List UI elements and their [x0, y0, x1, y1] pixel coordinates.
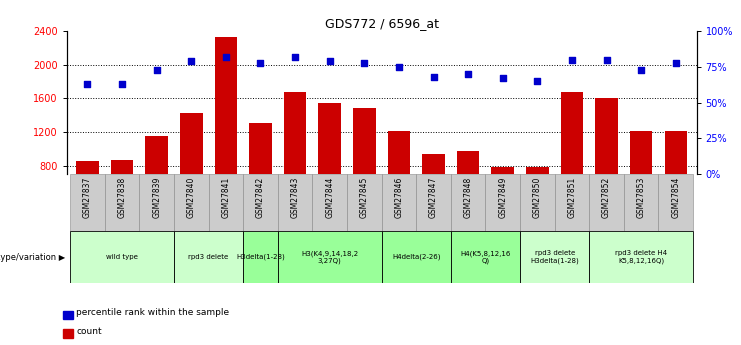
Text: rpd3 delete: rpd3 delete [188, 254, 229, 260]
Point [185, 58, 197, 64]
Bar [249, 123, 272, 233]
Text: GSM27854: GSM27854 [671, 177, 680, 218]
Text: GSM27842: GSM27842 [256, 177, 265, 218]
Text: GSM27850: GSM27850 [533, 177, 542, 218]
Bar [139, 174, 174, 231]
Point [531, 78, 543, 84]
Text: H4delta(2-26): H4delta(2-26) [392, 254, 440, 260]
Point [566, 57, 578, 62]
Bar [630, 131, 652, 233]
Point [496, 76, 508, 81]
Text: H4(K5,8,12,16
Q): H4(K5,8,12,16 Q) [460, 250, 511, 264]
Point [289, 54, 301, 60]
Text: GSM27851: GSM27851 [568, 177, 576, 218]
Bar [319, 102, 341, 233]
Bar [520, 174, 555, 231]
Text: GSM27837: GSM27837 [83, 177, 92, 218]
Point [255, 60, 267, 65]
Bar [589, 174, 624, 231]
Bar [278, 174, 313, 231]
Point [462, 71, 474, 77]
Text: GSM27852: GSM27852 [602, 177, 611, 218]
Point [635, 67, 647, 72]
Point [670, 60, 682, 65]
Bar [353, 108, 376, 233]
Text: genotype/variation ▶: genotype/variation ▶ [0, 253, 65, 262]
Text: GSM27844: GSM27844 [325, 177, 334, 218]
Bar [284, 92, 306, 233]
Bar [382, 174, 416, 231]
Text: count: count [76, 327, 102, 336]
Bar [624, 174, 659, 231]
Bar [491, 167, 514, 233]
Bar [76, 161, 99, 233]
Bar [451, 174, 485, 231]
Text: H3delta(1-28): H3delta(1-28) [236, 254, 285, 260]
Bar [347, 174, 382, 231]
Text: GSM27839: GSM27839 [152, 177, 162, 218]
Bar [485, 174, 520, 231]
Title: GDS772 / 6596_at: GDS772 / 6596_at [325, 17, 439, 30]
Text: rpd3 delete H4
K5,8,12,16Q): rpd3 delete H4 K5,8,12,16Q) [615, 250, 667, 264]
Point [82, 81, 93, 87]
Text: GSM27849: GSM27849 [498, 177, 508, 218]
Bar [595, 98, 618, 233]
Bar [388, 131, 411, 233]
Point [428, 74, 439, 80]
Point [150, 67, 162, 72]
Text: GSM27838: GSM27838 [118, 177, 127, 218]
Point [601, 57, 613, 62]
Text: GSM27853: GSM27853 [637, 177, 645, 218]
Bar [70, 174, 104, 231]
Text: H3(K4,9,14,18,2
3,27Q): H3(K4,9,14,18,2 3,27Q) [301, 250, 358, 264]
Text: GSM27847: GSM27847 [429, 177, 438, 218]
Bar [451, 231, 520, 283]
Bar [665, 131, 687, 233]
Bar [70, 231, 174, 283]
Bar [208, 174, 243, 231]
Bar [520, 231, 589, 283]
Text: GSM27843: GSM27843 [290, 177, 299, 218]
Bar [457, 150, 479, 233]
Text: rpd3 delete
H3delta(1-28): rpd3 delete H3delta(1-28) [531, 250, 579, 264]
Bar [659, 174, 693, 231]
Bar [382, 231, 451, 283]
Bar [313, 174, 347, 231]
Text: GSM27845: GSM27845 [360, 177, 369, 218]
Text: GSM27846: GSM27846 [394, 177, 403, 218]
Point [324, 58, 336, 64]
Bar [215, 37, 237, 233]
Bar [145, 136, 168, 233]
Bar [589, 231, 693, 283]
Point [359, 60, 370, 65]
Bar [243, 174, 278, 231]
Text: percentile rank within the sample: percentile rank within the sample [76, 308, 230, 317]
Bar [180, 113, 202, 233]
Point [116, 81, 128, 87]
Bar [111, 160, 133, 233]
Bar [422, 154, 445, 233]
Text: wild type: wild type [106, 254, 138, 260]
Bar [416, 174, 451, 231]
Bar [174, 174, 208, 231]
Text: GSM27841: GSM27841 [222, 177, 230, 218]
Bar [278, 231, 382, 283]
Bar [526, 167, 548, 233]
Bar [561, 92, 583, 233]
Bar [555, 174, 589, 231]
Point [220, 54, 232, 60]
Bar [104, 174, 139, 231]
Point [393, 64, 405, 70]
Bar [243, 231, 278, 283]
Text: GSM27840: GSM27840 [187, 177, 196, 218]
Text: GSM27848: GSM27848 [464, 177, 473, 218]
Bar [174, 231, 243, 283]
